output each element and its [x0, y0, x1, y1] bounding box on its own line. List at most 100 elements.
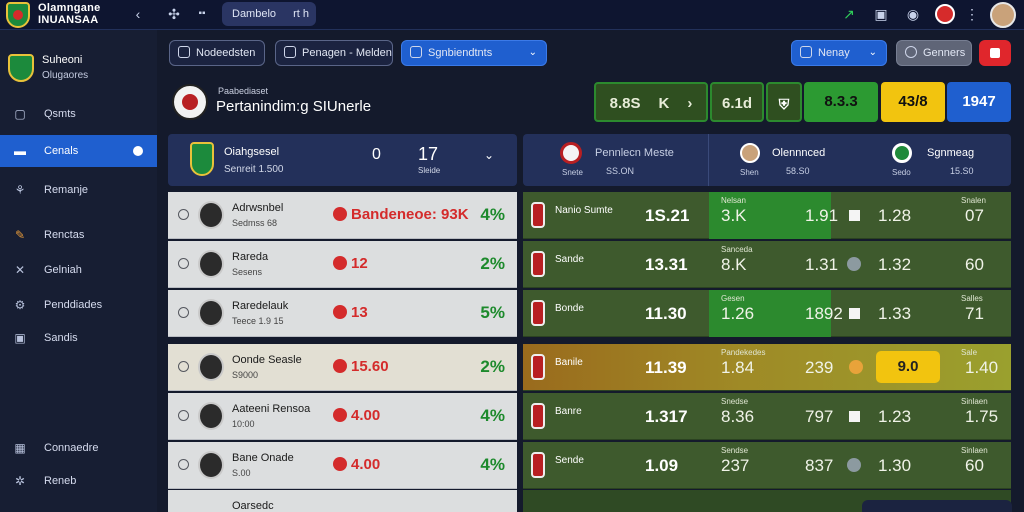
table-row-right[interactable]: Bonde 11.30 Gesen 1.26 1892 1.33 Salles 71	[523, 290, 1011, 337]
right-team-name: Sende	[555, 455, 584, 466]
sidebar-item-label: Sandis	[44, 332, 78, 344]
percent-value: 4%	[480, 205, 505, 224]
player-icon	[198, 353, 224, 381]
table-row-right[interactable]: Banile 11.39 Pandekedes 1.84 239 9.0 Sale 1.40	[523, 344, 1011, 391]
sidebar-item-connaedre[interactable]: ▦ Connaedre	[0, 432, 157, 464]
table-row-right[interactable]: Sande 13.31 Sanceda 8.K 1.31 1.32 60	[523, 241, 1011, 288]
right-team-3-sub: 15.S0	[950, 166, 974, 176]
percent-value: 4%	[480, 406, 505, 425]
tab-dashboard[interactable]: Dambelo rt h	[222, 2, 316, 26]
bookmark-icon[interactable]: ▣	[874, 6, 888, 22]
player-icon	[198, 299, 224, 327]
sidebar-item-qsmts[interactable]: ▢ Qsmts	[0, 98, 157, 130]
filter-icon[interactable]: ▪▪	[198, 8, 206, 19]
right-cell-label: Sanceda	[721, 245, 753, 254]
right-value-1: 1.84	[721, 358, 755, 377]
score-box-1-mid: K	[658, 95, 670, 112]
shield-icon: ⛨	[778, 96, 790, 112]
left-header-score-b: 17	[418, 144, 439, 164]
right-value-4: 60	[965, 456, 984, 475]
top-bar	[0, 0, 1024, 30]
table-row[interactable]: Raredelauk Teece 1.9 15 13 5%	[168, 290, 517, 337]
left-header-card[interactable]	[168, 134, 517, 186]
more-vertical-icon[interactable]: ⋮	[965, 6, 979, 22]
score-box-4[interactable]: 43/8	[881, 82, 945, 122]
right-team-name: Bonde	[555, 303, 584, 314]
page-title: Pertanindim:g SIUnerle	[216, 98, 372, 115]
table-row[interactable]: Rareda Sesens 12 2%	[168, 241, 517, 288]
table-row[interactable]: Bane Onade S.00 4.00 4%	[168, 442, 517, 489]
filter-button-2[interactable]: Penagen - Melden	[275, 40, 393, 66]
record-button[interactable]	[979, 40, 1011, 66]
radio-circle-icon[interactable]	[178, 258, 189, 269]
sidebar-item-sandis[interactable]: ▣ Sandis	[0, 322, 157, 354]
avatar[interactable]	[990, 2, 1016, 28]
right-team-2-name: Olennnced	[772, 147, 826, 159]
player-sub: Sedmss 68	[232, 218, 278, 228]
brand-line-1: Olamngane	[38, 2, 101, 14]
filter-label: Nodeedsten	[196, 47, 256, 59]
table-row[interactable]: Oarsedc	[168, 490, 517, 512]
right-value-4: 60	[965, 255, 984, 274]
filter-button-1[interactable]: Nodeedsten	[169, 40, 265, 66]
radio-circle-icon[interactable]	[178, 361, 189, 372]
back-chevron-icon[interactable]: ‹	[135, 6, 141, 22]
score-box-2[interactable]: 6.1d	[710, 82, 764, 122]
club-badge-icon	[531, 403, 545, 429]
right-main-value: 11.30	[645, 304, 687, 323]
globe-icon[interactable]: ◉	[906, 6, 920, 22]
sidebar-item-reneb[interactable]: ✲ Reneb	[0, 465, 157, 497]
dot-icon	[847, 458, 861, 472]
table-row[interactable]: Aateeni Rensoa 10:00 4.00 4%	[168, 393, 517, 440]
right-cell-label-2: Sinlaen	[961, 397, 988, 406]
match-logo-icon	[172, 84, 208, 120]
radio-circle-icon[interactable]	[178, 209, 189, 220]
table-row[interactable]: Oonde Seasle S9000 15.60 2%	[168, 344, 517, 391]
player-sub: S.00	[232, 468, 251, 478]
circle-icon	[905, 46, 917, 58]
right-select[interactable]: Nenay ⌄	[791, 40, 887, 66]
sidebar-team-sub: Olugaores	[42, 70, 89, 81]
sidebar-item-renctas[interactable]: ✎ Renctas	[0, 219, 157, 251]
chevron-down-icon[interactable]: ⌄	[484, 148, 495, 162]
right-team-name: Nanio Sumte	[555, 205, 613, 216]
notifications-icon[interactable]	[935, 4, 955, 24]
score-box-3[interactable]: 8.3.3	[804, 82, 878, 122]
sidebar-item-gelniah[interactable]: ✕ Gelniah	[0, 254, 157, 286]
radio-circle-icon[interactable]	[178, 410, 189, 421]
right-cell-label-2: Sinlaen	[961, 446, 988, 455]
grid-icon: ▦	[14, 441, 26, 455]
sidebar-item-penddiades[interactable]: ⚙ Penddiades	[0, 289, 157, 321]
arrow-right-icon: ›	[687, 95, 693, 112]
brand-line-2: INUANSAA	[38, 14, 99, 26]
club-badge-icon	[531, 354, 545, 380]
square-icon	[849, 308, 860, 319]
table-row-right[interactable]: Sende 1.09 Sendse 237 837 1.30 Sinlaen 60	[523, 442, 1011, 489]
right-value-3: 1.28	[878, 206, 912, 225]
table-row-right[interactable]: Banre 1.317 Snedse 8.36 797 1.23 Sinlaen 1.75	[523, 393, 1011, 440]
table-row-right[interactable]: Nanio Sumte 1S.21 Nelsan 3.K 1.91 1.28 Snalen 0…	[523, 192, 1011, 239]
right-value-1: 3.K	[721, 206, 747, 225]
trend-icon[interactable]: ↗	[843, 6, 855, 22]
sidebar-item-cenals[interactable]: ▬ Cenals	[0, 135, 157, 167]
right-value-1: 8.K	[721, 255, 747, 274]
right-cell-label: Sendse	[721, 446, 749, 455]
table-row[interactable]: Adrwsnbel Sedmss 68 Bandeneoe: 93K 4%	[168, 192, 517, 239]
score-box-5[interactable]: 1947	[947, 82, 1011, 122]
odd-value: 15.60	[351, 358, 389, 375]
score-box-1[interactable]: 8.8S K ›	[594, 82, 708, 122]
right-cell-label: Gesen	[721, 294, 745, 303]
sidebar-item-remanje[interactable]: ⚘ Remanje	[0, 174, 157, 206]
shield-box[interactable]: ⛨	[766, 82, 802, 122]
right-team-1-name: Pennlecn Meste	[595, 147, 674, 159]
left-header-score-a: 0	[372, 146, 381, 163]
right-button[interactable]: Genners	[896, 40, 972, 66]
settings-icon[interactable]: ✣	[168, 6, 180, 22]
square-icon: ▢	[14, 107, 26, 121]
filter-select-3[interactable]: Sgnbiendtnts ⌄	[401, 40, 547, 66]
filter-icon	[178, 46, 190, 58]
radio-circle-icon[interactable]	[178, 307, 189, 318]
player-name: Adrwsnbel	[232, 202, 284, 214]
radio-circle-icon[interactable]	[178, 459, 189, 470]
chevron-down-icon: ⌄	[868, 47, 877, 58]
